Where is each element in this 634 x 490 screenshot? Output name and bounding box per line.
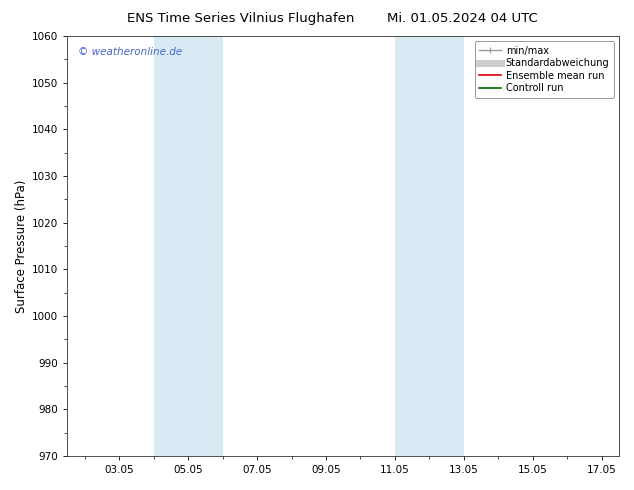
Text: ENS Time Series Vilnius Flughafen: ENS Time Series Vilnius Flughafen [127, 12, 354, 25]
Bar [395, 36, 464, 456]
Text: Mi. 01.05.2024 04 UTC: Mi. 01.05.2024 04 UTC [387, 12, 538, 25]
Legend: min/max, Standardabweichung, Ensemble mean run, Controll run: min/max, Standardabweichung, Ensemble me… [474, 41, 614, 98]
Y-axis label: Surface Pressure (hPa): Surface Pressure (hPa) [15, 179, 28, 313]
Bar [153, 36, 223, 456]
Text: © weatheronline.de: © weatheronline.de [79, 47, 183, 57]
